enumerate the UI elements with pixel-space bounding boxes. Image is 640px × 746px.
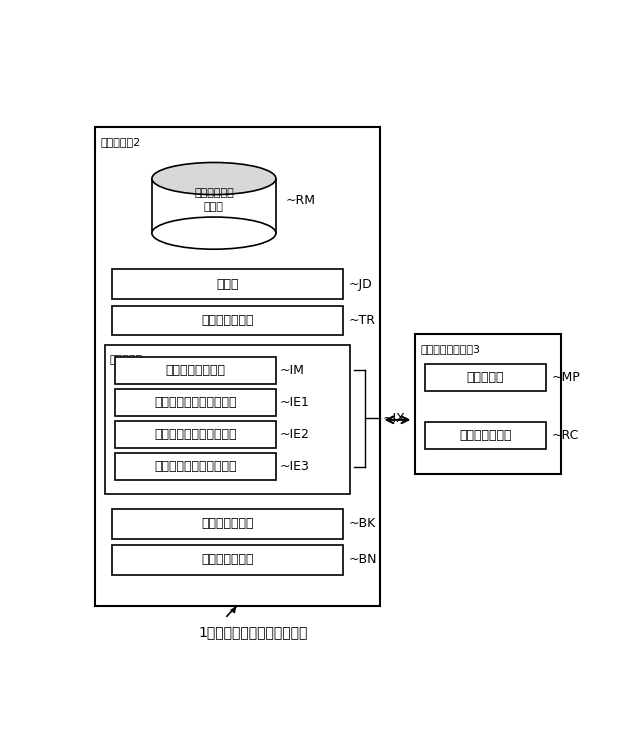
Bar [152, 178, 276, 233]
Text: ~IM: ~IM [280, 363, 305, 377]
Bar [425, 421, 547, 448]
Bar [425, 364, 547, 391]
Text: サーバ装罩2: サーバ装罩2 [101, 137, 141, 147]
Text: 売買件数取得部: 売買件数取得部 [202, 314, 254, 327]
Bar [112, 306, 343, 336]
Text: ~RM: ~RM [286, 194, 316, 207]
Bar [105, 345, 350, 495]
Bar [115, 357, 276, 383]
Bar [115, 421, 276, 448]
Ellipse shape [152, 217, 276, 249]
Bar [115, 389, 276, 416]
Text: ~IX: ~IX [383, 412, 405, 425]
Bar [112, 269, 343, 299]
Bar [112, 545, 343, 575]
Ellipse shape [152, 163, 276, 195]
Text: 判定部: 判定部 [216, 278, 239, 291]
Text: ~IE1: ~IE1 [280, 396, 310, 409]
Text: 指標情報受信部: 指標情報受信部 [460, 428, 512, 442]
Bar [415, 333, 561, 474]
Text: ~BN: ~BN [349, 554, 378, 566]
Text: ~IE3: ~IE3 [280, 460, 310, 473]
Text: 地図表示部: 地図表示部 [467, 371, 504, 384]
Text: 第１の経済性指標導出部: 第１の経済性指標導出部 [154, 396, 237, 409]
Text: ~JD: ~JD [349, 278, 372, 291]
Text: クライアント装罩3: クライアント装罩3 [420, 344, 481, 354]
Text: ~RC: ~RC [551, 428, 579, 442]
Text: 1：不動産指標導出システム: 1：不動産指標導出システム [199, 625, 308, 639]
Text: 第３の経済性指標導出部: 第３の経済性指標導出部 [154, 460, 237, 473]
Bar [115, 453, 276, 480]
Text: ~IE2: ~IE2 [280, 428, 310, 441]
Text: 登記申請情報
記憶部: 登記申請情報 記憶部 [194, 188, 234, 212]
Text: 区画情報取得部: 区画情報取得部 [202, 517, 254, 530]
Text: ~MP: ~MP [551, 371, 580, 384]
Bar [95, 127, 380, 606]
Text: ~BK: ~BK [349, 517, 376, 530]
Text: 区画情報記憶部: 区画情報記憶部 [202, 554, 254, 566]
Text: 指標導出部: 指標導出部 [110, 356, 143, 366]
Text: ~TR: ~TR [349, 314, 376, 327]
Text: 流動性指標導出部: 流動性指標導出部 [165, 363, 225, 377]
Text: 第２の経済性指標導出部: 第２の経済性指標導出部 [154, 428, 237, 441]
Bar [112, 509, 343, 539]
